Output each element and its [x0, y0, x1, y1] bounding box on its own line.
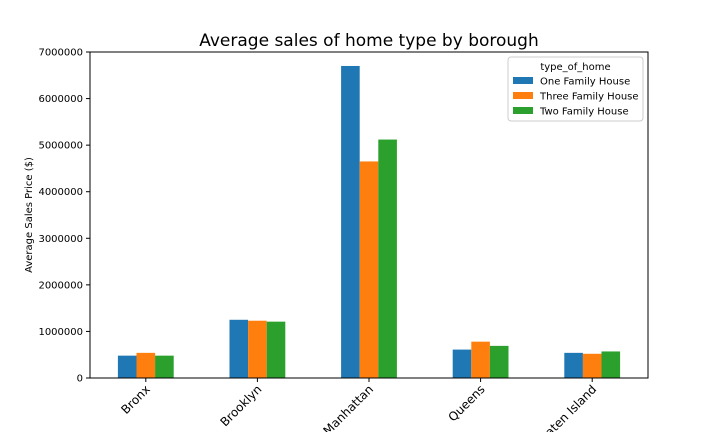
y-tick-label: 0	[77, 374, 83, 385]
y-tick-label: 6000000	[38, 94, 83, 105]
x-tick-label: Manhattan	[321, 382, 377, 432]
bar-queens-three-family-house	[471, 341, 490, 378]
y-tick-label: 3000000	[38, 234, 83, 245]
bar-bronx-one-family-house	[117, 355, 137, 378]
y-tick-label: 5000000	[38, 141, 83, 152]
y-tick-label: 4000000	[38, 187, 83, 198]
bars-group	[117, 65, 621, 378]
legend-title: type_of_home	[540, 62, 610, 73]
bar-bronx-two-family-house	[155, 355, 174, 378]
chart-title: Average sales of home type by borough	[199, 31, 539, 51]
legend-frame	[507, 56, 644, 122]
legend-entry: Three Family House	[539, 92, 639, 103]
bar-brooklyn-two-family-house	[266, 321, 286, 378]
bar-manhattan-one-family-house	[341, 65, 360, 378]
legend-swatch	[513, 92, 533, 99]
bar-staten-island-two-family-house	[601, 351, 621, 378]
x-tick-label: Staten Island	[534, 382, 600, 432]
bar-staten-island-one-family-house	[564, 352, 583, 378]
y-axis-ticks: 0 1000000 2000000 3000000 4000000 5000000 6000…	[38, 48, 90, 385]
y-tick-label: 7000000	[38, 48, 83, 59]
plot-area-frame	[89, 51, 649, 379]
x-axis-ticks: Bronx Brooklyn Manhattan Queens Staten Islan…	[118, 378, 599, 432]
bar-queens-two-family-house	[489, 345, 509, 378]
bar-staten-island-three-family-house	[582, 353, 602, 378]
legend-swatch	[513, 107, 533, 114]
bar-brooklyn-one-family-house	[229, 319, 249, 378]
x-tick-label: Queens	[446, 382, 488, 424]
y-axis-label: Average Sales Price ($)	[24, 157, 35, 273]
y-tick-label: 1000000	[38, 327, 83, 338]
legend-entry: Two Family House	[539, 107, 629, 118]
bar-brooklyn-three-family-house	[248, 320, 267, 378]
legend-swatch	[513, 77, 533, 84]
bar-manhattan-three-family-house	[359, 161, 379, 378]
bar-bronx-three-family-house	[136, 352, 156, 378]
legend: type_of_home One Family House Three Family…	[507, 56, 644, 122]
x-tick-label: Bronx	[118, 382, 153, 417]
bar-queens-one-family-house	[452, 349, 472, 378]
y-tick-label: 2000000	[38, 280, 83, 291]
legend-entry: One Family House	[540, 77, 630, 88]
bar-manhattan-two-family-house	[378, 139, 397, 378]
x-tick-label: Brooklyn	[217, 382, 264, 429]
